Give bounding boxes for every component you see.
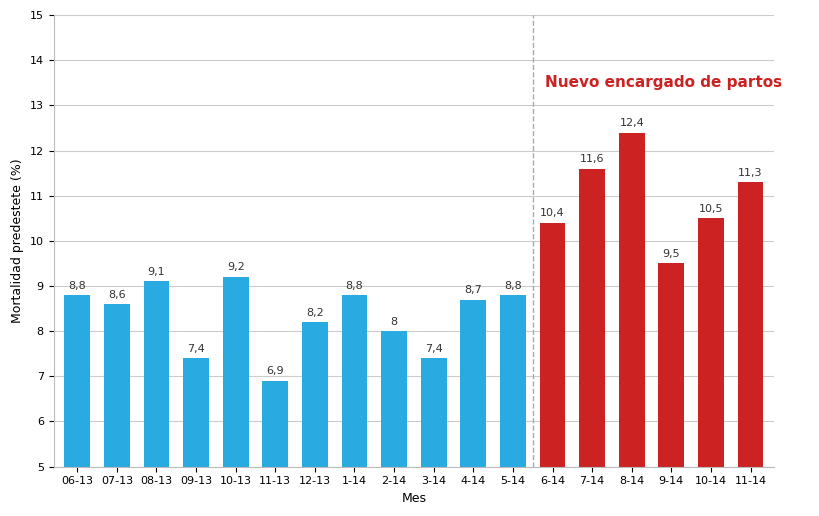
- Text: 11,6: 11,6: [579, 154, 604, 164]
- Text: 12,4: 12,4: [618, 118, 643, 128]
- Bar: [342, 295, 367, 466]
- Y-axis label: Mortalidad predestete (%): Mortalidad predestete (%): [11, 158, 24, 323]
- Bar: [500, 295, 525, 466]
- Bar: [737, 182, 762, 466]
- Bar: [539, 223, 564, 466]
- Bar: [420, 358, 446, 466]
- Text: 8,8: 8,8: [345, 281, 363, 291]
- Bar: [223, 277, 248, 466]
- Text: 8: 8: [390, 317, 397, 327]
- Text: 10,5: 10,5: [698, 204, 722, 214]
- Text: 9,1: 9,1: [147, 267, 165, 277]
- Bar: [697, 218, 723, 466]
- Text: 10,4: 10,4: [540, 208, 564, 218]
- Bar: [183, 358, 209, 466]
- Bar: [578, 169, 604, 466]
- Text: 8,6: 8,6: [108, 289, 125, 300]
- Bar: [301, 322, 328, 466]
- Text: 11,3: 11,3: [737, 168, 762, 178]
- Text: 8,8: 8,8: [68, 281, 86, 291]
- Bar: [618, 133, 644, 466]
- Text: 9,2: 9,2: [227, 263, 244, 272]
- Text: Nuevo encargado de partos: Nuevo encargado de partos: [544, 75, 781, 90]
- Text: 8,7: 8,7: [464, 285, 482, 295]
- Text: 8,2: 8,2: [305, 308, 324, 318]
- Bar: [262, 381, 287, 466]
- Bar: [381, 331, 406, 466]
- Bar: [65, 295, 90, 466]
- Bar: [460, 300, 486, 466]
- Bar: [658, 264, 683, 466]
- X-axis label: Mes: Mes: [401, 492, 426, 505]
- Text: 7,4: 7,4: [187, 344, 205, 354]
- Text: 7,4: 7,4: [424, 344, 442, 354]
- Text: 6,9: 6,9: [266, 366, 283, 376]
- Text: 9,5: 9,5: [662, 249, 679, 259]
- Bar: [143, 282, 170, 466]
- Bar: [104, 304, 129, 466]
- Text: 8,8: 8,8: [504, 281, 521, 291]
